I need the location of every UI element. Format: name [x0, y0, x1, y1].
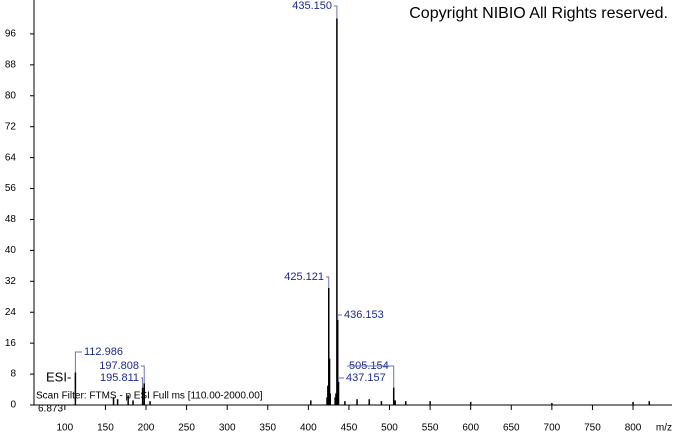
peak-label: 437.157: [346, 372, 386, 384]
y-tick-label: 32: [5, 276, 17, 287]
x-tick-label: 700: [544, 423, 561, 434]
label-connector: [334, 5, 338, 19]
y-tick-label: 64: [5, 152, 17, 163]
y-tick-label: 0: [10, 400, 16, 411]
peak-label: 425.121: [284, 271, 324, 283]
y-tick-label: 96: [5, 29, 17, 40]
y-tick-label: 88: [5, 59, 17, 70]
y-tick-label: 8: [10, 369, 16, 380]
y-tick-label: 40: [5, 245, 17, 256]
y-tick-label: 16: [5, 338, 17, 349]
x-tick-label: 600: [462, 423, 479, 434]
peak-label: 436.153: [344, 309, 384, 321]
retention-time: 6.873: [38, 404, 63, 415]
y-tick-label: 24: [5, 307, 17, 318]
label-connector: [326, 276, 330, 288]
x-tick-label: 300: [219, 423, 236, 434]
x-tick-label: 100: [57, 423, 74, 434]
x-tick-label: 550: [422, 423, 439, 434]
label-connector: [141, 377, 144, 388]
peak-label: 195.811: [100, 372, 139, 384]
x-tick-label: 450: [341, 423, 358, 434]
y-tick-label: 48: [5, 214, 17, 225]
x-tick-label: 400: [300, 423, 317, 434]
x-tick-label: 750: [584, 423, 601, 434]
x-tick-label: 500: [381, 423, 398, 434]
x-tick-label: 800: [625, 423, 642, 434]
x-tick-label: 150: [97, 423, 114, 434]
y-tick-label: 80: [5, 90, 17, 101]
ionization: ESI-: [46, 369, 71, 384]
x-axis-label: m/z: [656, 423, 672, 434]
label-connector: [141, 365, 145, 384]
label-connector: [337, 314, 342, 320]
peak-label: 435.150: [292, 0, 332, 12]
label-connector: [74, 351, 82, 373]
peak-label: 112.986: [84, 346, 123, 358]
x-tick-label: 200: [138, 423, 155, 434]
x-tick-label: 650: [503, 423, 520, 434]
x-tick-label: 350: [259, 423, 276, 434]
copyright: Copyright NIBIO All Rights reserved.: [409, 5, 668, 22]
y-tick-label: 56: [5, 183, 17, 194]
label-connector: [338, 377, 344, 382]
scan-filter: Scan Filter: FTMS - p ESI Full ms [110.0…: [36, 391, 263, 402]
label-connector: [347, 365, 395, 388]
y-tick-label: 72: [5, 121, 17, 132]
x-tick-label: 250: [178, 423, 195, 434]
peak-label: 197.808: [99, 360, 139, 372]
